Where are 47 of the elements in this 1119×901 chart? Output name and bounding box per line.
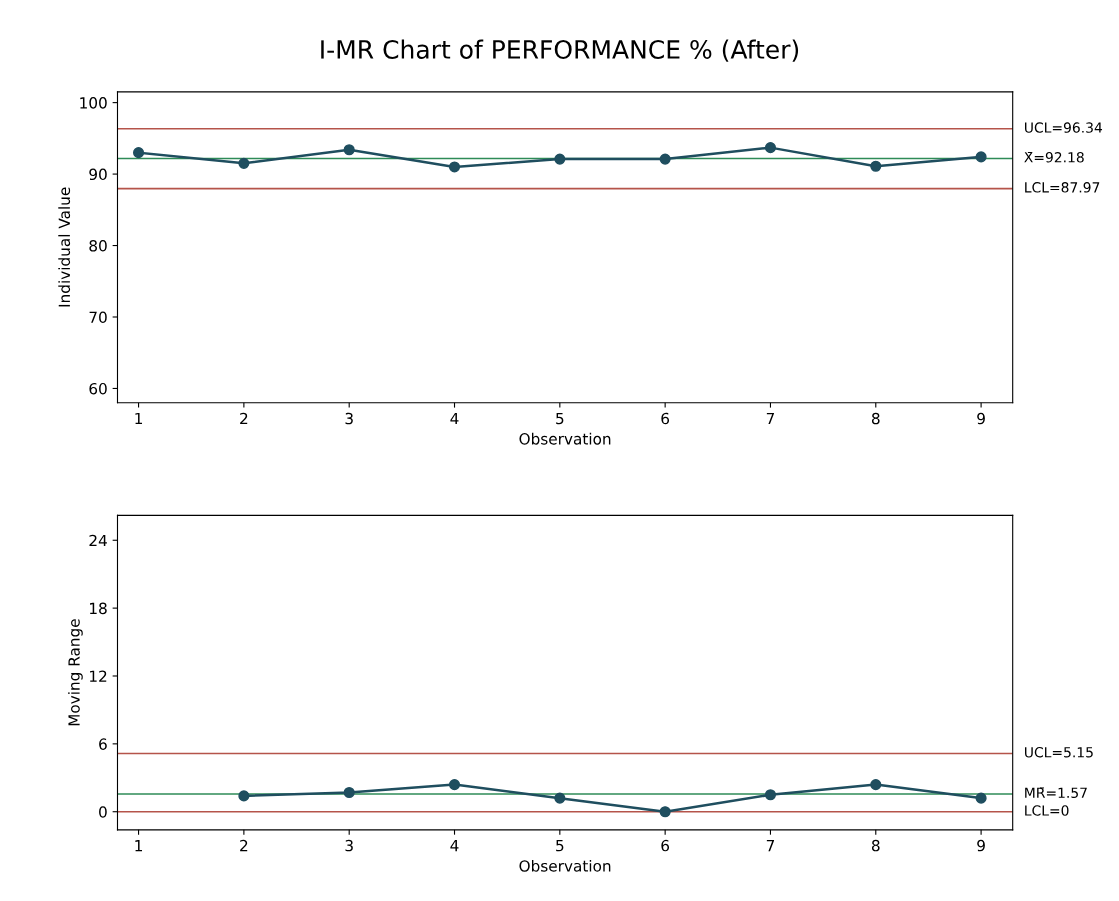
point xyxy=(870,779,882,791)
x-tick-label: 8 xyxy=(871,412,880,425)
x-tick-label: 7 xyxy=(766,412,775,425)
x-tick-label: 7 xyxy=(766,840,775,852)
x-tick-label: 6 xyxy=(661,839,670,852)
x-tick-label: 3 xyxy=(345,412,353,425)
x-tick-label: 2 xyxy=(240,839,248,852)
y-axis-title: Individual Value xyxy=(58,187,71,307)
x-tick-label: 6 xyxy=(661,412,670,425)
y-tick-label: 100 xyxy=(80,97,107,109)
ref-line-label: LCL=87.97 xyxy=(1025,182,1100,193)
y-tick-label: 24 xyxy=(89,534,107,547)
x-tick-label: 1 xyxy=(135,840,143,852)
y-tick-label: 12 xyxy=(90,670,107,682)
x-tick-label: 8 xyxy=(871,839,880,852)
y-tick-label: 18 xyxy=(90,602,107,615)
x-tick-label: 2 xyxy=(240,412,248,425)
x-tick-label: 9 xyxy=(977,839,985,852)
x-tick-label: 3 xyxy=(345,839,353,852)
x-axis-title: Observation xyxy=(519,859,611,872)
y-tick-label: 90 xyxy=(89,168,107,181)
ref-line-label: MR̄=1.57 xyxy=(1025,787,1087,798)
x-axis-title: Observation xyxy=(519,432,611,445)
y-tick-label: 70 xyxy=(89,311,107,324)
point xyxy=(764,789,777,801)
point xyxy=(975,792,987,804)
point xyxy=(659,806,671,818)
ref-line-label: X̄=92.18 xyxy=(1024,151,1084,163)
chart-title: I-MR Chart of PERFORMANCE % (After) xyxy=(321,39,799,62)
x-tick-label: 4 xyxy=(450,412,459,425)
ref-line-label: UCL=5.15 xyxy=(1025,747,1093,758)
point xyxy=(343,786,355,799)
x-tick-label: 9 xyxy=(977,412,985,425)
y-tick-label: 0 xyxy=(99,806,107,818)
x-tick-label: 5 xyxy=(556,840,564,852)
x-tick-label: 5 xyxy=(556,412,564,425)
ref-line-label: UCL=96.34 xyxy=(1025,122,1103,133)
y-axis-title: Moving Range xyxy=(67,619,83,726)
x-tick-label: 1 xyxy=(135,412,143,425)
point xyxy=(554,792,566,804)
y-tick-label: 60 xyxy=(89,382,107,395)
x-tick-label: 4 xyxy=(450,840,459,852)
ref-line-label: LCL=0 xyxy=(1025,805,1069,816)
y-tick-label: 6 xyxy=(99,738,107,750)
point xyxy=(238,790,250,802)
y-tick-label: 80 xyxy=(89,240,107,252)
point xyxy=(448,779,461,791)
